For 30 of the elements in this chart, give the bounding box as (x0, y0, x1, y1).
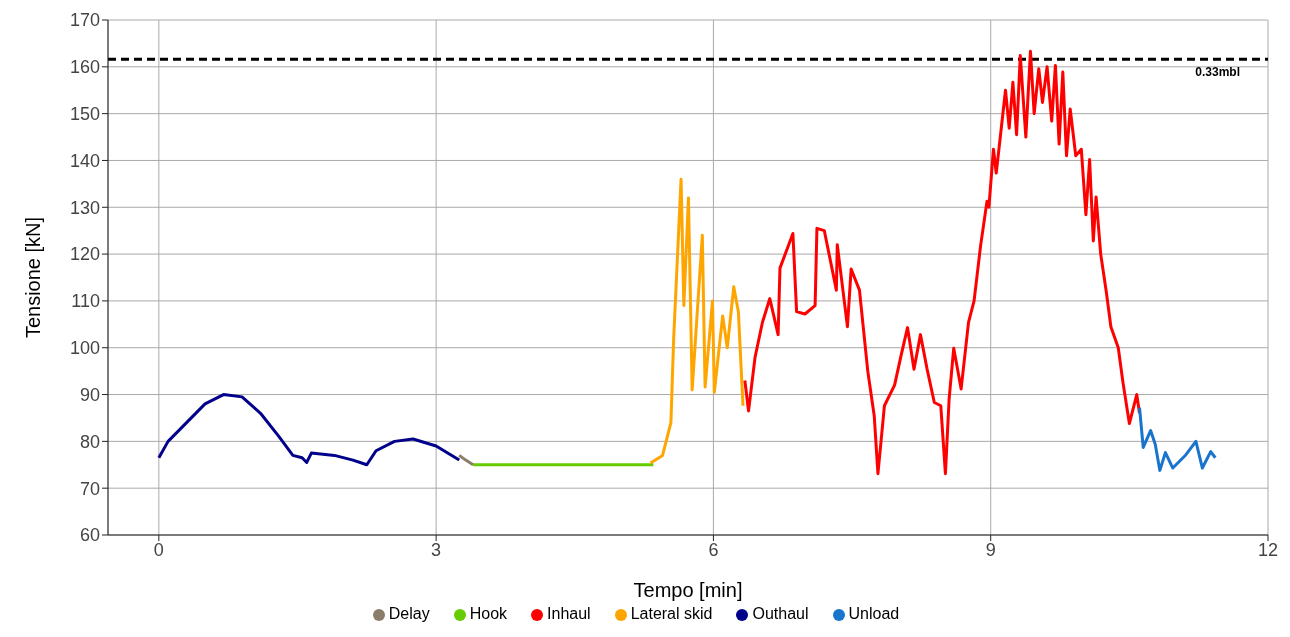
y-tick-label: 100 (69, 338, 100, 359)
y-tick-label: 70 (79, 478, 100, 499)
x-tick-label: 9 (985, 539, 996, 560)
y-tick-label: 150 (69, 104, 100, 125)
legend-label: Hook (469, 605, 508, 622)
x-tick-label: 0 (153, 539, 164, 560)
legend-label: Outhaul (752, 605, 809, 622)
y-tick-label: 160 (69, 57, 100, 78)
x-tick-label: 6 (708, 539, 719, 560)
legend-label: Unload (848, 605, 900, 622)
y-tick-label: 140 (69, 150, 100, 171)
y-tick-label: 120 (69, 244, 100, 265)
line-series (1138, 406, 1217, 472)
y-tick-label: 60 (79, 525, 100, 546)
y-tick-label: 130 (69, 197, 100, 218)
y-tick-label: 90 (79, 384, 100, 405)
line-series (157, 393, 461, 467)
legend-label: Inhaul (547, 605, 591, 622)
legend-label: Lateral skid (630, 605, 713, 622)
y-tick-label: 80 (79, 431, 100, 452)
x-tick-label: 12 (1257, 539, 1279, 560)
y-tick-label: 170 (69, 10, 100, 31)
line-series (743, 49, 1142, 476)
x-tick-label: 3 (431, 539, 442, 560)
y-tick-label: 110 (71, 291, 100, 312)
line-series (649, 177, 745, 465)
x-axis-title: Tempo [min] (633, 579, 743, 601)
ref-line-label: 0.33mbl (1195, 64, 1240, 79)
y-axis-title: Tensione [kN] (22, 216, 45, 339)
legend-label: Delay (388, 605, 430, 622)
